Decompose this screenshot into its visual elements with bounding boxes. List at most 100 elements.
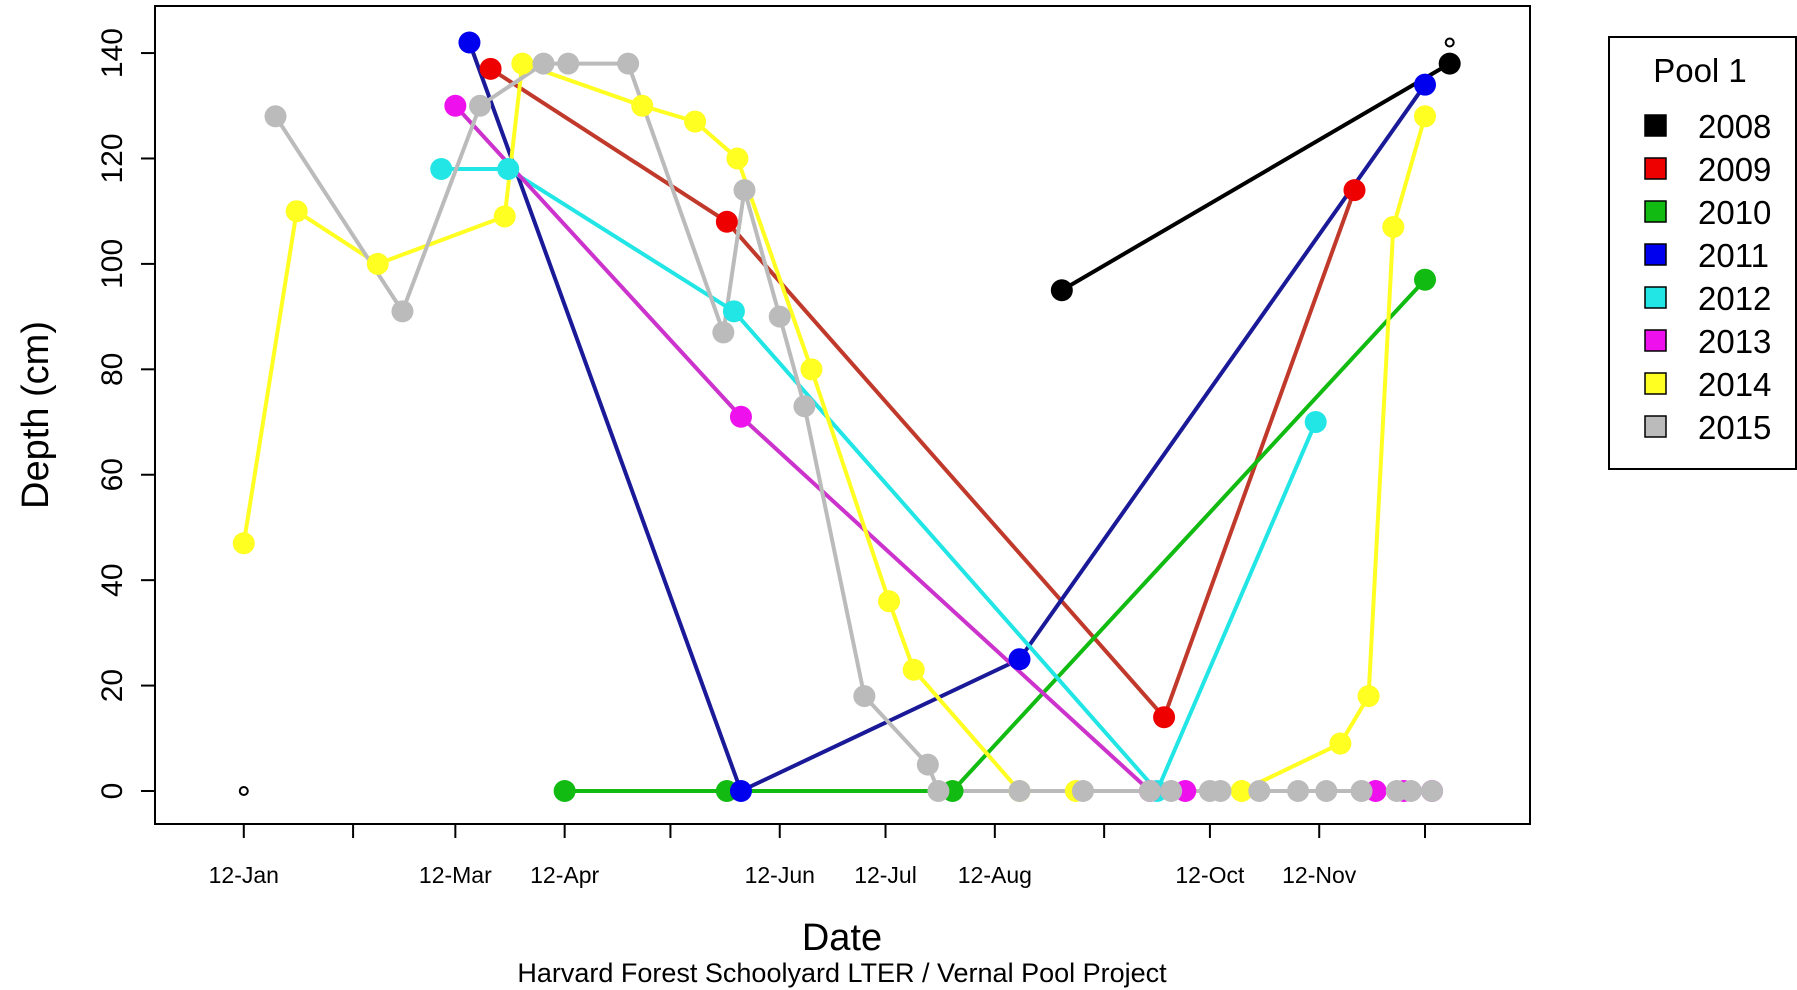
- data-point: [1248, 780, 1271, 802]
- data-point: [1287, 780, 1310, 802]
- legend-item-2010: 2010: [1644, 194, 1771, 231]
- data-point: [1230, 780, 1253, 802]
- legend-swatch: [1644, 329, 1667, 352]
- series-line-2013: [453, 104, 1433, 793]
- data-point: [684, 110, 707, 133]
- legend-label: 2008: [1698, 108, 1771, 145]
- data-point: [264, 105, 287, 128]
- series-2013: [453, 104, 1433, 793]
- data-point: [1357, 685, 1380, 708]
- data-point: [793, 395, 816, 418]
- legend-swatch: [1644, 372, 1667, 395]
- data-point: [631, 94, 654, 117]
- x-tick-label: 12-Nov: [1282, 862, 1357, 888]
- data-point: [733, 179, 756, 202]
- y-tick-label: 40: [96, 563, 129, 596]
- legend-label: 2012: [1698, 280, 1771, 317]
- series-2012: [441, 167, 1318, 793]
- legend-title: Pool 1: [1653, 52, 1747, 89]
- series-2010: [564, 278, 1427, 793]
- legend-item-2015: 2015: [1644, 409, 1771, 446]
- legend-swatch: [1644, 415, 1667, 438]
- data-point: [1382, 216, 1405, 239]
- data-point: [1008, 648, 1031, 671]
- data-point: [1350, 780, 1373, 802]
- open-point: [1444, 37, 1455, 48]
- legend-item-2014: 2014: [1644, 366, 1771, 403]
- legend-item-2012: 2012: [1644, 280, 1771, 317]
- data-point: [726, 147, 749, 170]
- x-tick-label: 12-Jul: [854, 862, 917, 888]
- open-marker-layer: [238, 37, 1455, 796]
- data-point: [916, 753, 939, 776]
- data-point: [532, 52, 555, 75]
- legend-swatch: [1644, 243, 1667, 266]
- legend-label: 2013: [1698, 323, 1771, 360]
- data-point: [729, 405, 752, 428]
- data-point: [1008, 780, 1031, 802]
- data-point: [285, 200, 308, 223]
- plot-frame: [154, 5, 1531, 825]
- x-tick-label: 12-Oct: [1175, 862, 1245, 888]
- data-point: [444, 94, 467, 117]
- data-point: [493, 205, 516, 228]
- data-point: [712, 321, 735, 344]
- data-point: [715, 210, 738, 233]
- data-point: [1315, 780, 1338, 802]
- data-point: [722, 300, 745, 323]
- x-tick-label: 12-Jun: [745, 862, 815, 888]
- series-markers-2014: [232, 52, 1437, 802]
- data-point: [458, 31, 481, 54]
- legend-label: 2011: [1698, 237, 1769, 274]
- y-tick-label: 140: [96, 28, 129, 78]
- legend-label: 2015: [1698, 409, 1771, 446]
- series-markers-2009: [479, 57, 1366, 729]
- data-point: [1421, 780, 1444, 802]
- y-tick-label: 0: [96, 783, 129, 800]
- open-point: [238, 786, 249, 796]
- data-point: [497, 158, 520, 181]
- series-2009: [489, 67, 1357, 720]
- y-axis-title: Depth (cm): [15, 321, 57, 509]
- legend-swatch: [1644, 200, 1667, 223]
- data-point: [1414, 105, 1437, 128]
- data-point: [1414, 73, 1437, 96]
- legend-box: [1608, 36, 1797, 470]
- data-point: [1329, 732, 1352, 755]
- data-point: [1050, 279, 1073, 302]
- series-line-2009: [489, 67, 1357, 720]
- data-point: [878, 590, 901, 613]
- legend-label: 2010: [1698, 194, 1771, 231]
- series-2011: [467, 41, 1427, 793]
- data-point: [1399, 780, 1422, 802]
- series-line-2011: [467, 41, 1427, 793]
- y-tick-label: 20: [96, 669, 129, 702]
- y-tick-label: 80: [96, 353, 129, 386]
- legend-items: 2008 2009 2010 2011 2012 2013 2014 2015: [1644, 108, 1771, 446]
- legend-swatch: [1644, 114, 1667, 137]
- data-point: [927, 780, 950, 802]
- data-point: [1343, 179, 1366, 202]
- y-tick-label: 60: [96, 458, 129, 491]
- x-tick-label: 12-Mar: [419, 862, 492, 888]
- data-point: [1209, 780, 1232, 802]
- legend-label: 2009: [1698, 151, 1771, 188]
- legend-swatch: [1644, 157, 1667, 180]
- y-tick-label: 120: [96, 133, 129, 183]
- data-point: [479, 57, 502, 80]
- data-point: [553, 780, 576, 802]
- series-markers-2015: [264, 52, 1444, 802]
- data-point: [1071, 780, 1094, 802]
- legend-label: 2014: [1698, 366, 1771, 403]
- series-layer: [232, 31, 1461, 802]
- data-point: [853, 685, 876, 708]
- data-point: [557, 52, 580, 75]
- data-point: [902, 658, 925, 681]
- data-point: [391, 300, 414, 323]
- data-point: [729, 780, 752, 802]
- legend-item-2013: 2013: [1644, 323, 1771, 360]
- x-tick-label: 12-Jan: [209, 862, 279, 888]
- data-point: [1438, 52, 1461, 75]
- data-point: [800, 358, 823, 381]
- x-axis: 12-Jan 12-Mar 12-Apr 12-Jun 12-Jul 12-Aug 12-O…: [209, 824, 1427, 888]
